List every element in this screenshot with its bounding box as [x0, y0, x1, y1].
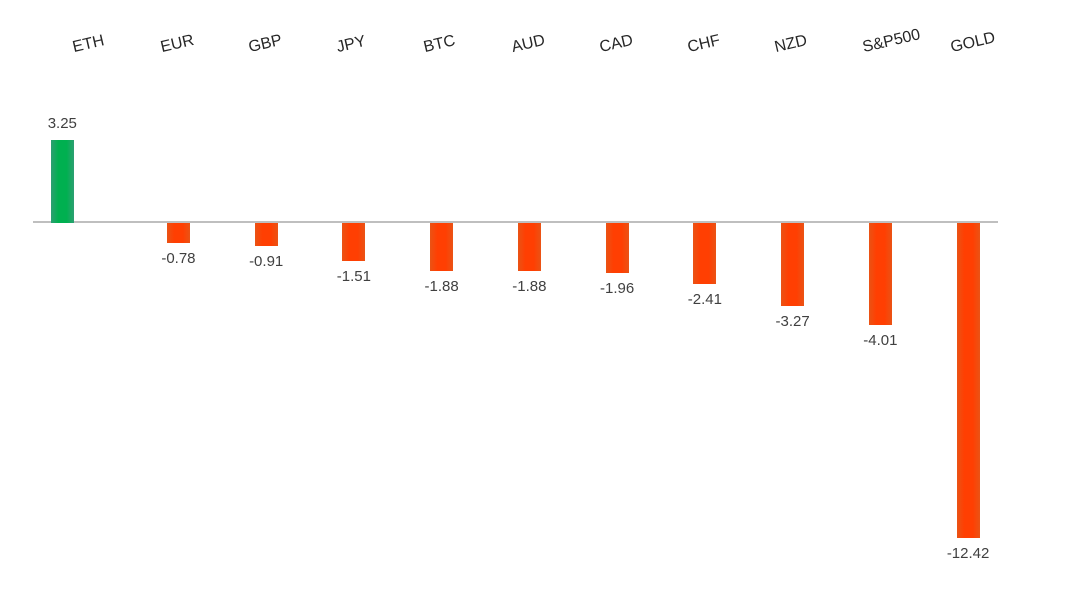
category-label-gbp: GBP [246, 31, 284, 57]
value-label-aud: -1.88 [512, 277, 547, 295]
bar-eur [166, 223, 190, 243]
bar-btc [430, 223, 454, 271]
bar-gold [956, 223, 980, 539]
category-label-gold: GOLD [948, 29, 997, 57]
bar-sp500 [868, 223, 892, 325]
value-label-sp500: -4.01 [863, 331, 898, 349]
category-label-sp500: S&P500 [860, 26, 923, 57]
bar-nzd [781, 223, 805, 307]
value-label-btc: -1.88 [424, 277, 459, 295]
value-label-chf: -2.41 [687, 291, 722, 309]
category-label-eur: EUR [159, 31, 196, 57]
value-label-eth: 3.25 [47, 115, 77, 133]
bar-eth [50, 140, 74, 223]
bar-gbp [254, 223, 278, 247]
value-label-nzd: -3.27 [775, 313, 810, 331]
category-label-jpy: JPY [334, 32, 367, 57]
bar-cad [605, 223, 629, 273]
bar-aud [517, 223, 541, 271]
category-label-aud: AUD [510, 31, 547, 57]
value-label-jpy: -1.51 [336, 268, 371, 286]
category-label-btc: BTC [422, 32, 458, 57]
category-label-nzd: NZD [773, 32, 810, 57]
bar-chf [693, 223, 717, 285]
category-label-eth: ETH [71, 32, 107, 57]
value-label-gbp: -0.91 [249, 253, 284, 271]
category-label-chf: CHF [685, 32, 722, 57]
value-label-eur: -0.78 [161, 249, 196, 267]
category-label-cad: CAD [597, 31, 635, 57]
bar-jpy [342, 223, 366, 262]
zero-axis-line [33, 221, 998, 223]
value-label-gold: -12.42 [946, 545, 990, 563]
value-label-cad: -1.96 [600, 279, 635, 297]
